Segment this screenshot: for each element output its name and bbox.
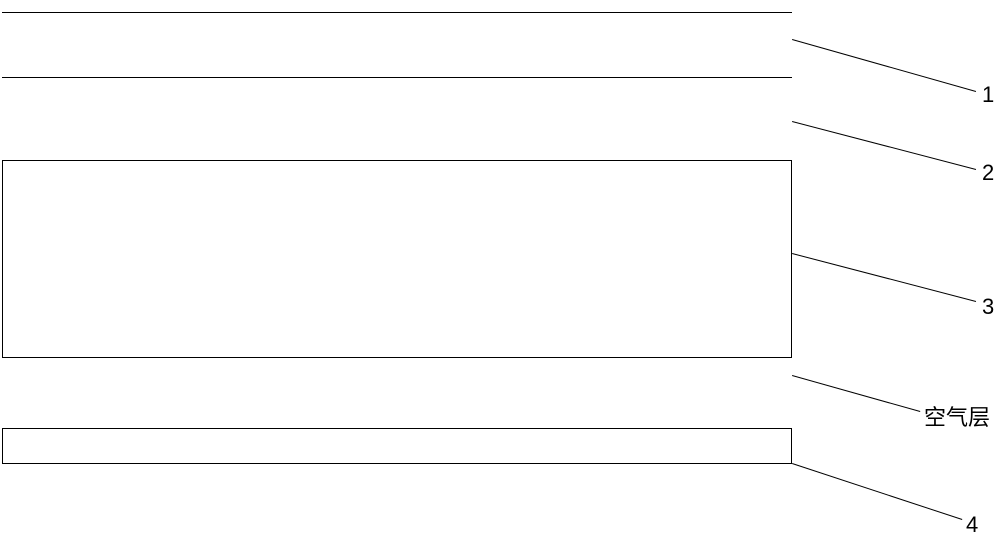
layer-1 (2, 12, 792, 78)
air-gap (2, 358, 792, 428)
label-4: 4 (966, 512, 978, 538)
leader-1 (792, 39, 976, 92)
label-air: 空气层 (924, 400, 990, 432)
layer-2-gap (2, 78, 792, 160)
label-2: 2 (982, 160, 994, 186)
leader-3 (792, 253, 976, 302)
layer-4 (2, 428, 792, 464)
label-3: 3 (982, 294, 994, 320)
leader-4 (792, 463, 962, 520)
diagram-canvas: 1 2 3 空气层 4 (0, 0, 1000, 541)
leader-2 (792, 121, 976, 170)
label-1: 1 (982, 82, 994, 108)
layer-3 (2, 160, 792, 358)
leader-air (792, 375, 920, 412)
